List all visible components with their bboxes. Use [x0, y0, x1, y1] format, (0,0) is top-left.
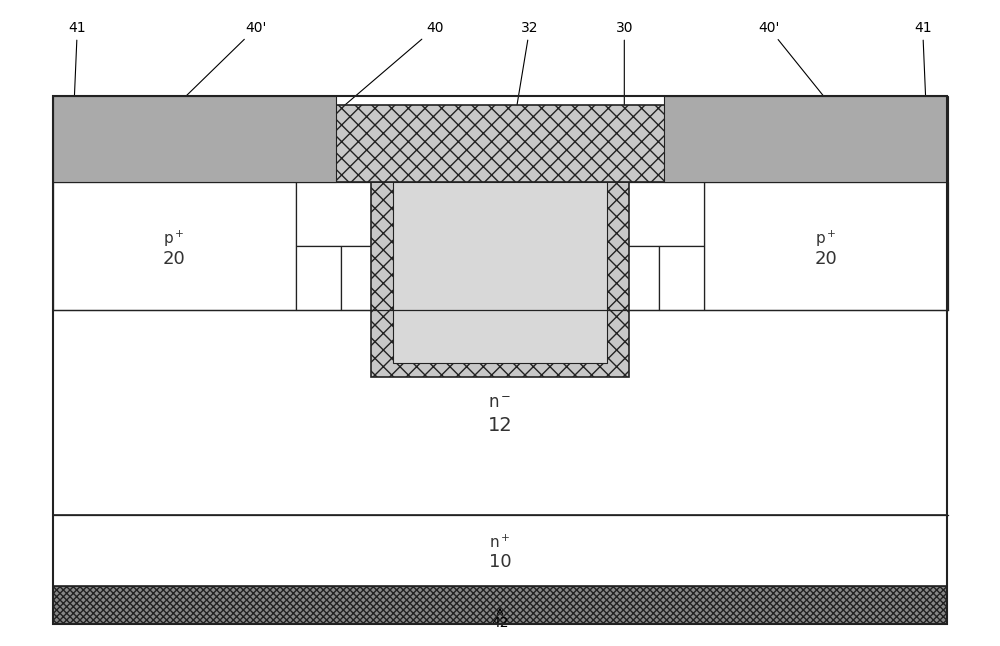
Text: p: p [367, 268, 374, 278]
Text: 20: 20 [814, 250, 837, 268]
Bar [53, 96, 336, 182]
Bar [53, 105, 296, 182]
Text: 41: 41 [914, 21, 931, 140]
Text: 40': 40' [145, 21, 267, 136]
Text: p: p [626, 268, 633, 278]
Text: 22: 22 [621, 282, 637, 295]
Text: 14: 14 [339, 218, 358, 233]
Text: 40: 40 [336, 21, 444, 112]
Text: n$^+$: n$^+$ [489, 534, 511, 551]
Bar [296, 105, 704, 182]
Text: 30: 30 [616, 21, 633, 162]
Text: p$^+$: p$^+$ [815, 228, 837, 249]
Text: n: n [315, 268, 322, 278]
Text: 14: 14 [642, 218, 661, 233]
Bar [53, 585, 947, 624]
Bar [664, 96, 948, 182]
Bar [704, 105, 948, 182]
Bar [599, 182, 704, 246]
Text: 10: 10 [489, 553, 511, 571]
Bar [296, 246, 341, 310]
Text: 16: 16 [674, 282, 689, 295]
Text: 16: 16 [311, 282, 326, 295]
Bar [53, 310, 947, 515]
Text: 22: 22 [363, 282, 379, 295]
Bar [341, 246, 401, 310]
Text: 20: 20 [163, 250, 186, 268]
Bar [53, 515, 947, 585]
Bar [296, 182, 401, 246]
Text: p$^+$: p$^+$ [163, 228, 185, 249]
Bar [53, 182, 296, 310]
Bar [371, 182, 629, 377]
Text: n$^+$: n$^+$ [643, 200, 661, 215]
Text: 40': 40' [758, 21, 855, 136]
Bar [599, 246, 659, 310]
Text: n$^+$: n$^+$ [339, 200, 357, 215]
Bar [659, 246, 704, 310]
Text: n$^-$: n$^-$ [488, 394, 512, 412]
Text: 42: 42 [491, 609, 509, 630]
Bar [53, 96, 947, 624]
Text: n: n [678, 268, 685, 278]
Text: 32: 32 [499, 21, 539, 203]
Bar [393, 182, 607, 363]
Text: 41: 41 [69, 21, 86, 140]
Bar [704, 182, 948, 310]
Text: 12: 12 [488, 416, 512, 435]
